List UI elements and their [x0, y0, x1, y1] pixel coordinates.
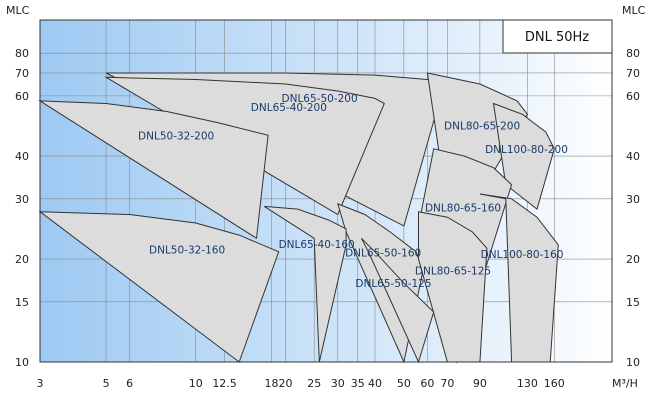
x-tick-label-40: 40 [368, 377, 382, 390]
y-tick-label-left-70: 70 [15, 67, 29, 80]
pump-regions [38, 72, 559, 364]
x-tick-label-30: 30 [331, 377, 345, 390]
y-tick-label-left-15: 15 [15, 296, 29, 309]
region-dnl65-40-160 [264, 205, 347, 363]
label-dnl65-50-125: DNL65-50-125 [355, 278, 431, 290]
x-tick-label-50: 50 [397, 377, 411, 390]
y-tick-label-right-20: 20 [626, 253, 640, 266]
label-dnl100-80-160: DNL100-80-160 [481, 249, 564, 261]
x-tick-label-3: 3 [37, 377, 44, 390]
y-tick-label-right-80: 80 [626, 47, 640, 60]
label-dnl80-65-160: DNL80-65-160 [425, 203, 501, 215]
chart-title: DNL 50Hz [525, 30, 589, 45]
y-tick-label-left-40: 40 [15, 150, 29, 163]
y-tick-label-right-15: 15 [626, 296, 640, 309]
y-tick-label-right-40: 40 [626, 150, 640, 163]
x-tick-label-35: 35 [351, 377, 365, 390]
x-axis-label: M³/H [612, 377, 638, 390]
x-tick-label-25: 25 [307, 377, 321, 390]
label-dnl80-65-125: DNL80-65-125 [415, 265, 491, 277]
x-tick-label-5: 5 [103, 377, 110, 390]
y-axis: 10 10 15 15 20 20 30 30 40 40 60 60 70 70 80 80 [15, 47, 640, 369]
label-dnl65-40-160: DNL65-40-160 [279, 239, 355, 251]
x-tick-label-60: 60 [420, 377, 434, 390]
y-axis-label-left: MLC [6, 4, 30, 17]
y-tick-label-left-10: 10 [15, 356, 29, 369]
y-tick-label-left-60: 60 [15, 90, 29, 103]
y-tick-label-right-30: 30 [626, 193, 640, 206]
x-tick-label-70: 70 [440, 377, 454, 390]
label-dnl80-65-200: DNL80-65-200 [444, 120, 520, 132]
pump-labels: DNL50-32-200DNL50-32-160DNL65-40-200DNL6… [138, 93, 568, 290]
y-tick-label-right-60: 60 [626, 90, 640, 103]
title-box: DNL 50Hz [502, 19, 613, 54]
x-tick-label-160: 160 [544, 377, 565, 390]
label-dnl65-50-200: DNL65-50-200 [282, 93, 358, 105]
y-tick-label-right-10: 10 [626, 356, 640, 369]
x-tick-label-6: 6 [126, 377, 133, 390]
label-dnl50-32-160: DNL50-32-160 [149, 245, 225, 257]
plot-frame [39, 19, 613, 363]
y-tick-label-left-30: 30 [15, 193, 29, 206]
x-tick-label-130: 130 [517, 377, 538, 390]
region-dnl65-50-125 [360, 237, 435, 364]
label-dnl65-40-200: DNL65-40-200 [251, 102, 327, 114]
x-tick-label-12-5: 12.5 [212, 377, 237, 390]
x-tick-label-90: 90 [473, 377, 487, 390]
label-dnl50-32-200: DNL50-32-200 [138, 130, 214, 142]
y-tick-label-left-80: 80 [15, 47, 29, 60]
label-dnl65-50-160: DNL65-50-160 [345, 247, 421, 259]
region-dnl80-65-125 [418, 211, 488, 363]
x-tick-label-1820: 1820 [265, 377, 293, 390]
region-dnl50-32-200 [38, 100, 269, 240]
y-axis-label-right: MLC [622, 4, 646, 17]
y-tick-label-left-20: 20 [15, 253, 29, 266]
region-dnl100-80-160 [479, 193, 559, 363]
x-tick-label-10: 10 [189, 377, 203, 390]
y-tick-label-right-70: 70 [626, 67, 640, 80]
label-dnl100-80-200: DNL100-80-200 [485, 144, 568, 156]
